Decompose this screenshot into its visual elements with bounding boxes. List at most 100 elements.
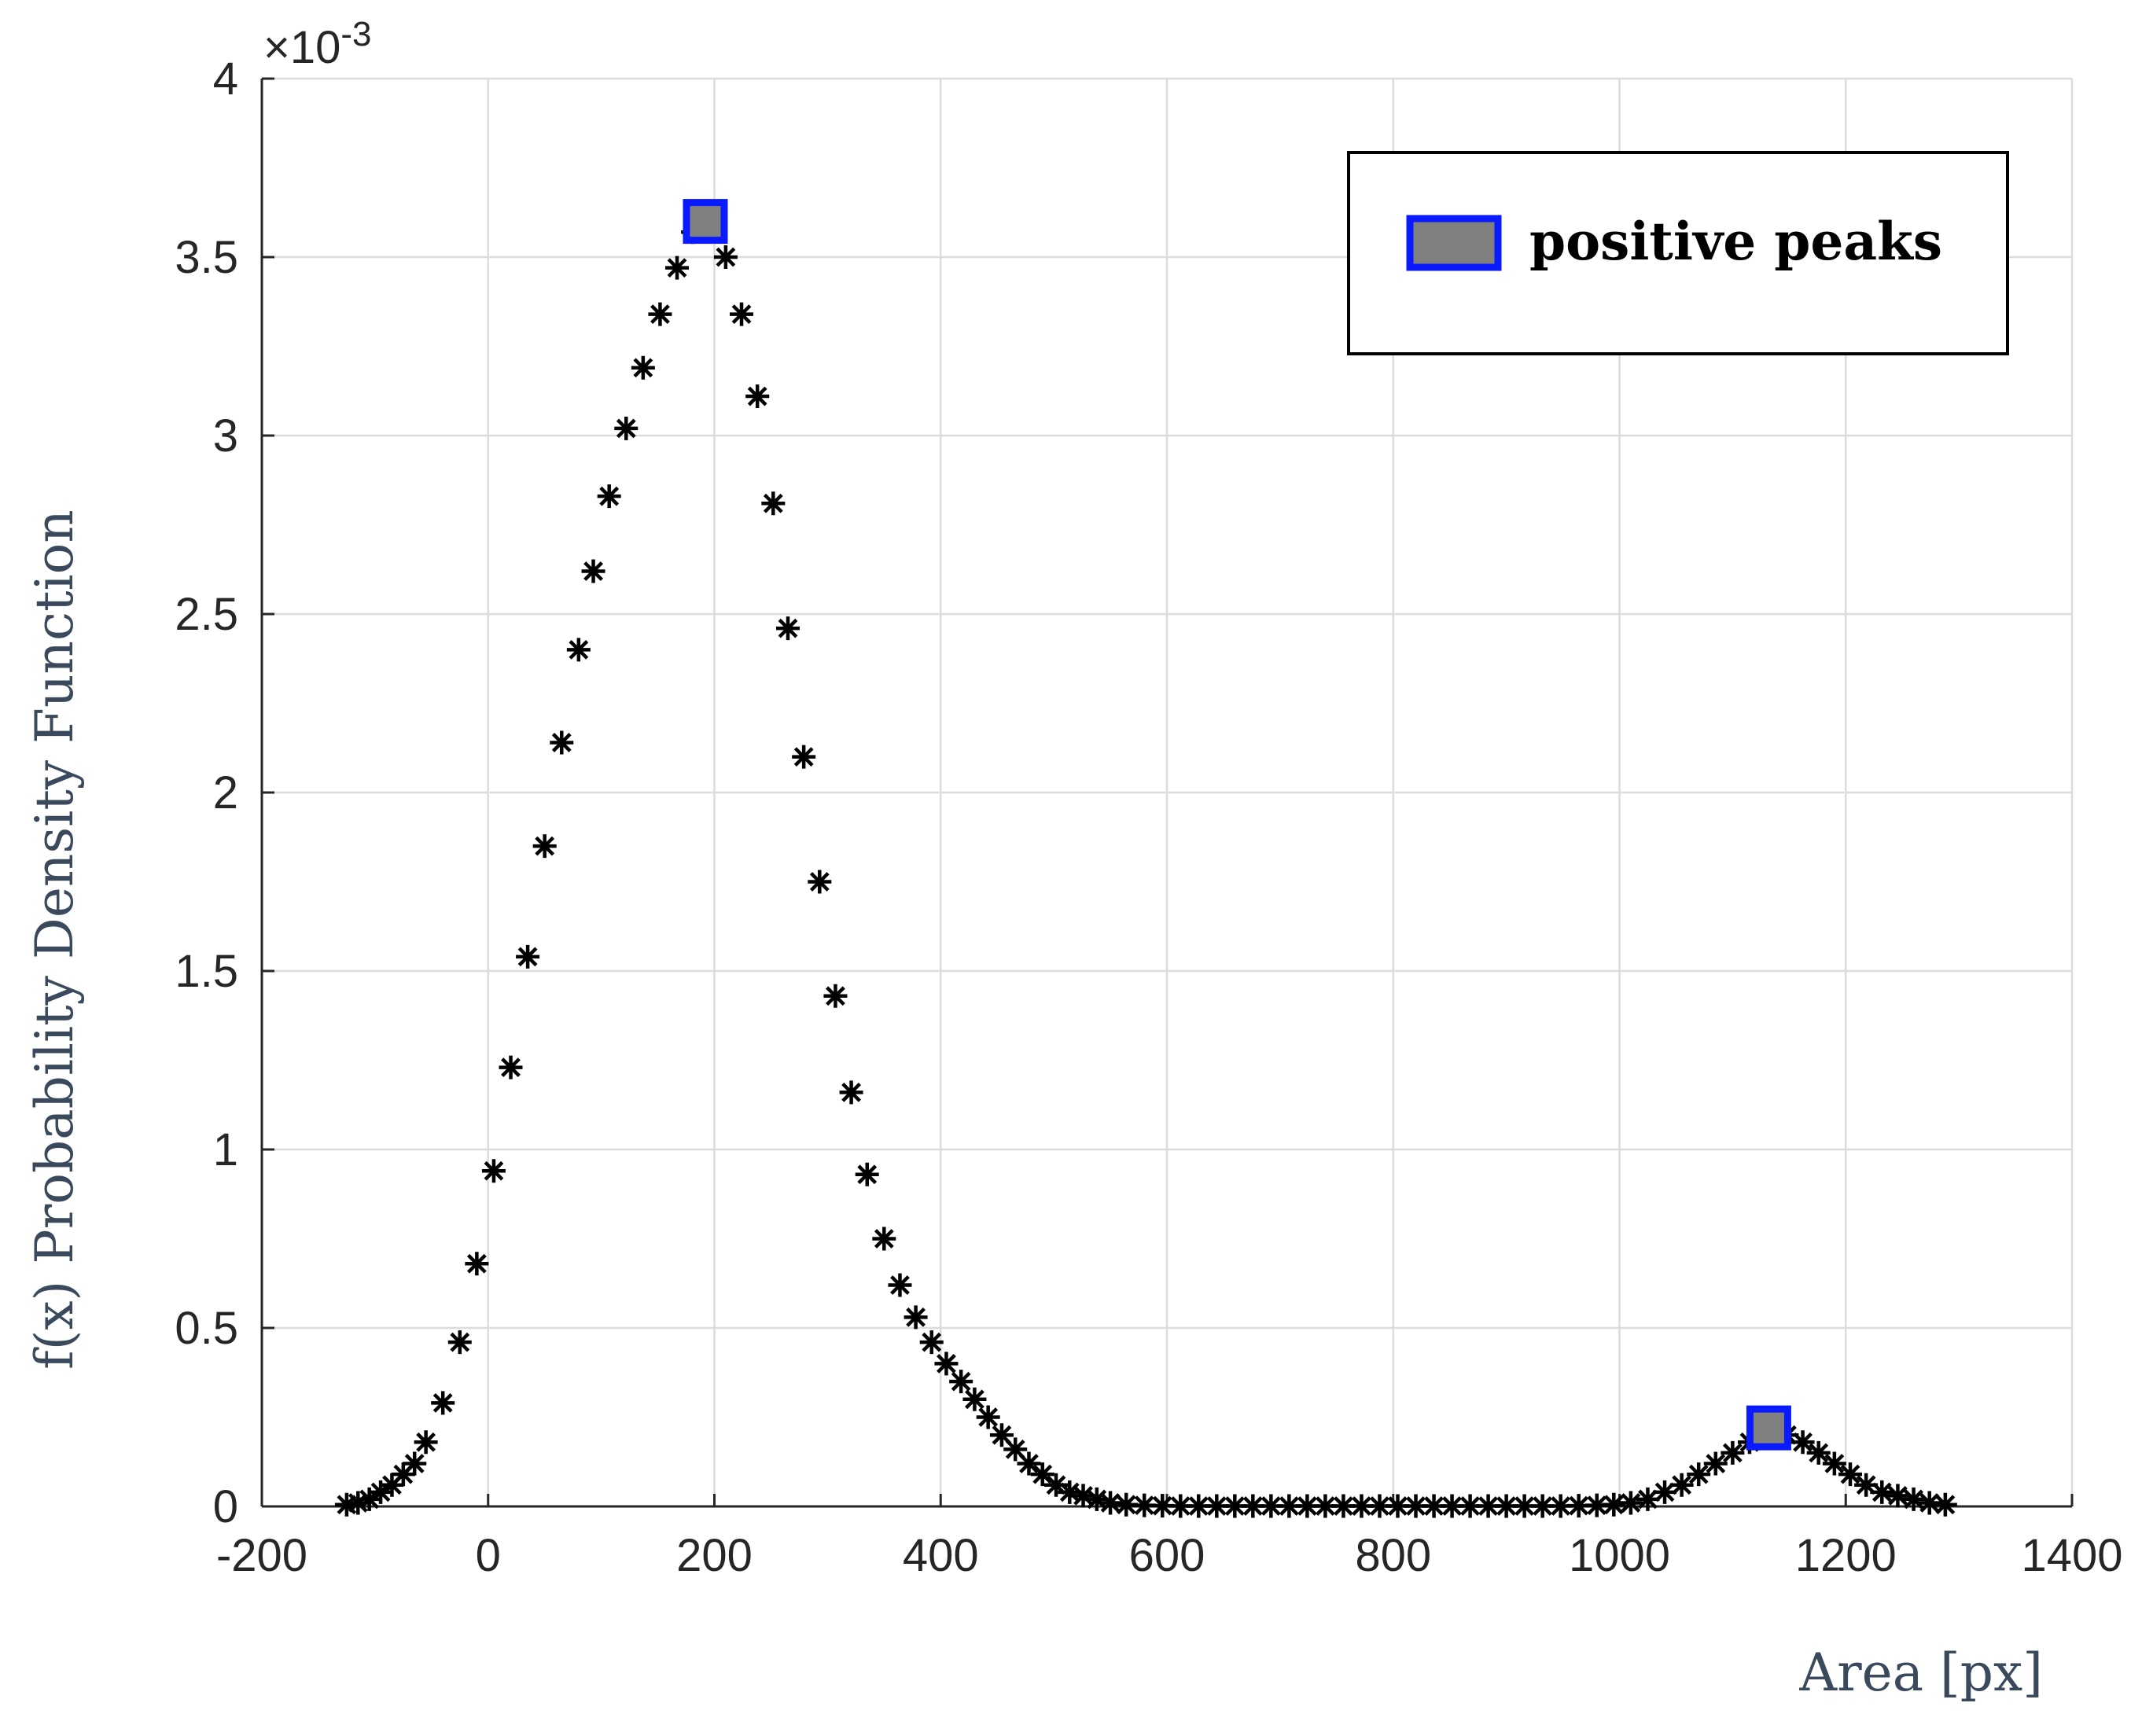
pdf-point	[1030, 1462, 1054, 1487]
x-tick-label: 800	[1355, 1530, 1431, 1581]
y-tick-label: 0	[213, 1481, 238, 1532]
pdf-point	[1530, 1494, 1555, 1518]
pdf-point	[730, 302, 754, 326]
pdf-points	[334, 220, 1957, 1518]
pdf-point	[631, 355, 655, 380]
pdf-point	[380, 1473, 404, 1497]
pdf-point	[1476, 1494, 1500, 1518]
pdf-point	[1367, 1494, 1392, 1518]
pdf-point	[745, 384, 770, 409]
pdf-point	[1277, 1494, 1301, 1518]
svg-text:×10-3: ×10-3	[263, 15, 372, 73]
y-tick-label: 2	[213, 767, 238, 818]
pdf-point	[1870, 1480, 1894, 1504]
pdf-point	[904, 1305, 928, 1330]
x-axis-title: Area [px]	[1798, 1642, 2043, 1703]
pdf-point	[1114, 1492, 1139, 1517]
pdf-point	[447, 1330, 472, 1355]
pdf-point	[1187, 1494, 1211, 1518]
pdf-point	[346, 1491, 370, 1515]
pdf-point	[369, 1480, 393, 1504]
pdf-point	[1003, 1437, 1028, 1462]
pdf-point	[1241, 1494, 1265, 1518]
pdf-point	[949, 1370, 973, 1394]
pdf-point	[1703, 1451, 1728, 1476]
pdf-point	[1044, 1473, 1068, 1497]
x-tick-label: 400	[903, 1530, 979, 1581]
pdf-point	[962, 1387, 987, 1411]
pdf-point	[713, 245, 738, 269]
pdf-point	[776, 616, 800, 641]
pdf-point	[481, 1159, 506, 1183]
pdf-point	[839, 1080, 863, 1105]
pdf-point	[823, 984, 848, 1008]
pdf-point	[1349, 1494, 1374, 1518]
x-tick-label: 600	[1129, 1530, 1205, 1581]
pdf-point	[1901, 1487, 1926, 1511]
pdf-point	[934, 1352, 959, 1376]
pdf-point	[581, 559, 605, 583]
y-tick-label: 0.5	[175, 1303, 238, 1354]
y-exponent-base: ×10	[263, 22, 340, 73]
pdf-point	[1721, 1440, 1745, 1465]
pdf-point	[1259, 1494, 1283, 1518]
legend-label-positive-peaks: positive peaks	[1529, 211, 1942, 272]
pdf-point	[1653, 1480, 1677, 1504]
pdf-point	[1669, 1473, 1694, 1497]
pdf-point	[1854, 1473, 1879, 1497]
pdf-point	[989, 1423, 1014, 1447]
pdf-point	[1822, 1451, 1846, 1476]
pdf-point	[334, 1492, 359, 1517]
x-tick-labels: -200 0 200 400 600 800 1000 1200 1400	[216, 1530, 2123, 1581]
pdf-point	[1205, 1494, 1229, 1518]
x-tick-label: -200	[216, 1530, 307, 1581]
pdf-point	[1099, 1491, 1123, 1515]
y-tick-label: 3	[213, 410, 238, 462]
pdf-point	[1331, 1494, 1356, 1518]
legend-swatch-positive-peaks	[1406, 215, 1502, 271]
x-tick-label: 1400	[2021, 1530, 2122, 1581]
pdf-point	[1223, 1494, 1247, 1518]
pdf-point	[1494, 1494, 1518, 1518]
pdf-point	[919, 1330, 944, 1355]
x-tick-label: 1200	[1795, 1530, 1897, 1581]
pdf-point	[1422, 1494, 1446, 1518]
pdf-point	[414, 1430, 438, 1455]
pdf-point	[1458, 1494, 1482, 1518]
legend: positive peaks	[1347, 151, 2009, 355]
pdf-point	[1440, 1494, 1464, 1518]
x-tick-label: 200	[676, 1530, 753, 1581]
pdf-point	[1636, 1487, 1660, 1511]
pdf-point	[888, 1273, 912, 1297]
pdf-point	[1169, 1494, 1193, 1518]
pdf-point	[1584, 1493, 1609, 1517]
pdf-point	[808, 870, 832, 894]
x-tick-label: 1000	[1569, 1530, 1670, 1581]
pdf-point	[1404, 1494, 1428, 1518]
pdf-point	[1933, 1492, 1957, 1517]
y-tick-label: 2.5	[175, 589, 238, 640]
pdf-point	[1566, 1494, 1591, 1518]
pdf-point	[597, 484, 621, 509]
pdf-point	[1886, 1484, 1910, 1508]
pdf-point	[1512, 1494, 1537, 1518]
pdf-point	[1071, 1484, 1095, 1508]
positive-peaks	[683, 199, 1791, 1451]
pdf-point	[550, 730, 574, 755]
pdf-point	[1687, 1462, 1711, 1487]
pdf-point	[648, 302, 672, 326]
y-tick-label: 1.5	[175, 946, 238, 997]
pdf-point	[1548, 1494, 1573, 1518]
pdf-point	[1806, 1440, 1831, 1465]
pdf-point	[1295, 1494, 1319, 1518]
pdf-point	[532, 834, 557, 859]
y-exponent-label: ×10-3	[263, 15, 372, 73]
pdf-point	[1790, 1430, 1815, 1455]
x-tick-label: 0	[476, 1530, 501, 1581]
pdf-point	[976, 1405, 1000, 1429]
pdf-point	[1917, 1491, 1941, 1515]
pdf-point	[1386, 1494, 1410, 1518]
pdf-point	[403, 1451, 427, 1476]
